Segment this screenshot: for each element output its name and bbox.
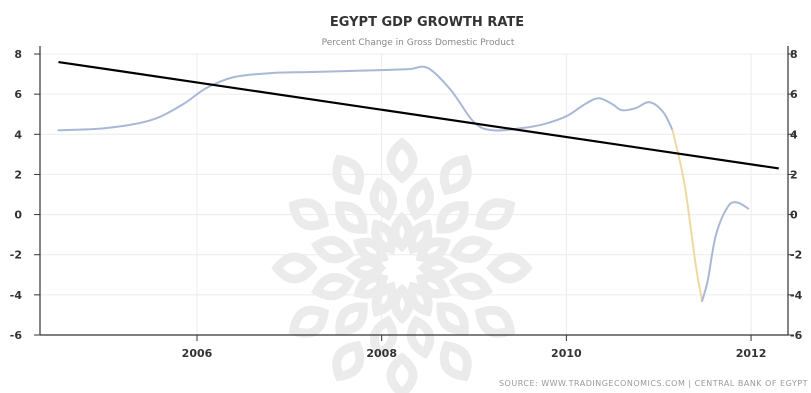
watermark-petal [386, 137, 418, 184]
axes [34, 46, 794, 341]
y-tick-label-right: 4 [790, 128, 798, 141]
watermark-petal [417, 256, 459, 280]
watermark-petal [449, 235, 493, 264]
y-tick-label-right: -6 [790, 329, 803, 342]
watermark-petal [288, 305, 330, 338]
watermark-petal [486, 252, 533, 284]
y-tick-label-right: 2 [790, 168, 798, 181]
y-tick-label-left: 8 [14, 48, 22, 61]
y-tick-label-left: 6 [14, 88, 22, 101]
y-tick-label-left: 0 [14, 209, 22, 222]
y-tick-label-right: 8 [790, 48, 798, 61]
y-axis-left-ticks: 8 6 4 2 0 -2 -4 -6 [10, 48, 23, 342]
trend-group [58, 60, 779, 170]
trend-line [58, 60, 779, 170]
watermark-petal [332, 154, 365, 196]
watermark-petal [439, 154, 472, 196]
watermark-petal [439, 340, 472, 382]
watermark-petal [407, 219, 433, 255]
y-tick-label-right: -4 [790, 289, 803, 302]
y-tick-label-left: -4 [10, 289, 23, 302]
watermark-petal [386, 352, 418, 393]
y-tick-label-left: -2 [10, 249, 22, 262]
y-tick-label-right: 6 [790, 88, 798, 101]
watermark-petal [311, 272, 355, 301]
watermark-petal [406, 315, 435, 359]
watermark-petal [407, 281, 433, 317]
chart-source: SOURCE: WWW.TRADINGECONOMICS.COM | CENTR… [499, 379, 808, 388]
watermark-petal [371, 219, 397, 255]
watermark-petal [390, 283, 414, 325]
y-tick-label-left: 4 [14, 128, 22, 141]
watermark-petal [335, 201, 368, 234]
watermark-petal [369, 315, 398, 359]
y-tick-label-right: 0 [790, 209, 798, 222]
chart-title: EGYPT GDP GROWTH RATE [330, 15, 524, 30]
watermark-petal [353, 273, 389, 299]
chart-subtitle: Percent Change in Gross Domestic Product [322, 38, 515, 48]
gdp-series-line-2 [671, 129, 704, 302]
watermark-petal [436, 201, 469, 234]
watermark-petal [436, 302, 469, 335]
watermark-petal [449, 272, 493, 301]
y-tick-label-right: -2 [790, 249, 802, 262]
y-tick-label-left: -6 [10, 329, 23, 342]
watermark-petal [311, 235, 355, 264]
watermark-petal [390, 211, 414, 253]
watermark-ornament [271, 137, 533, 393]
watermark-petal [288, 198, 330, 231]
x-tick-label: 2006 [182, 347, 213, 360]
watermark-petal [474, 305, 516, 338]
grid-lines [40, 53, 788, 335]
watermark-petal [345, 256, 387, 280]
y-axis-right-ticks: 8 6 4 2 0 -2 -4 -6 [790, 48, 803, 342]
watermark-petal [332, 340, 365, 382]
watermark-petal [474, 198, 516, 231]
x-axis-ticks: 2006 2008 2010 2012 [182, 347, 767, 360]
x-tick-label: 2012 [736, 347, 767, 360]
gdp-series-line-3 [701, 201, 750, 302]
y-tick-label-left: 2 [14, 168, 22, 181]
series-group [57, 65, 750, 302]
watermark-petal [369, 177, 398, 221]
watermark-petal [271, 252, 318, 284]
watermark-petal [353, 237, 389, 263]
gdp-series-line-1 [57, 65, 674, 132]
watermark-petal [335, 302, 368, 335]
watermark-petal [406, 177, 435, 221]
watermark-petal [415, 237, 451, 263]
x-tick-label: 2010 [551, 347, 582, 360]
x-tick-label: 2008 [366, 347, 397, 360]
